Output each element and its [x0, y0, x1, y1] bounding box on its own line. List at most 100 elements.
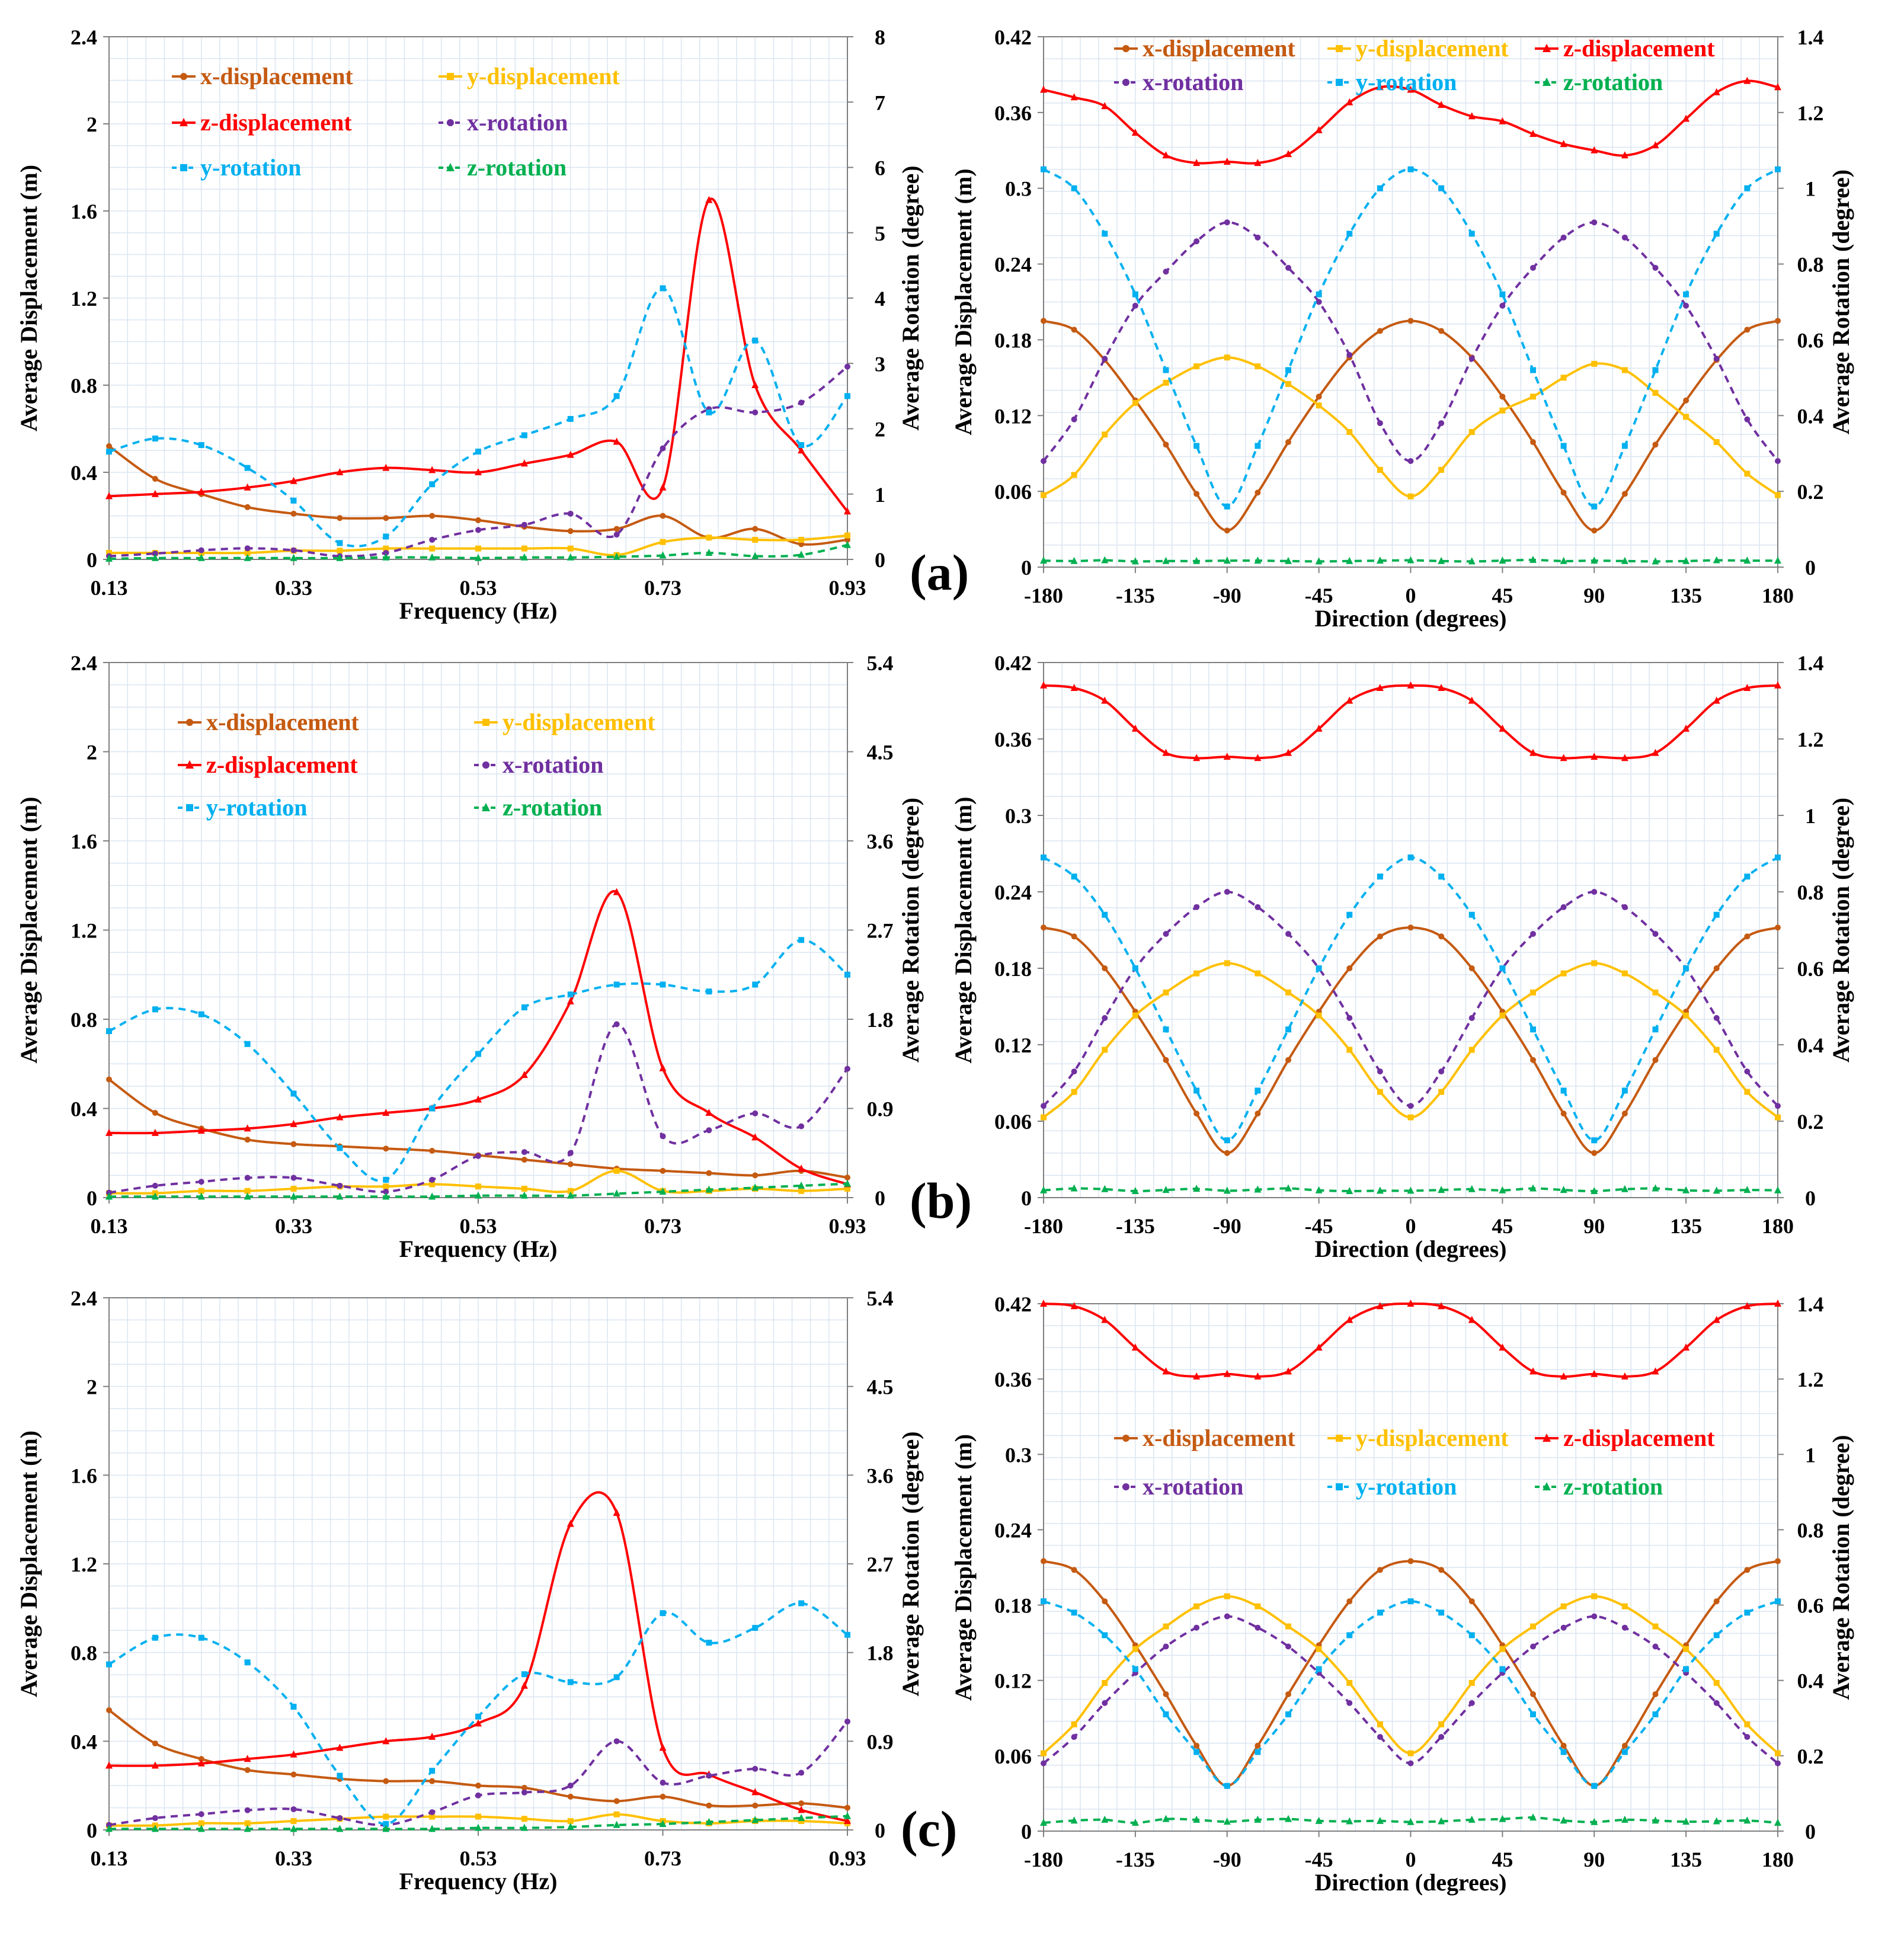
- data-point: [197, 1825, 205, 1832]
- series-x-displacement: [106, 1707, 850, 1811]
- data-point: [1163, 367, 1169, 373]
- data-point: [1285, 381, 1291, 388]
- legend-label: x-rotation: [503, 751, 603, 778]
- data-point: [152, 1110, 158, 1116]
- data-point: [429, 536, 436, 543]
- data-point: [244, 1192, 251, 1200]
- data-point: [1132, 1012, 1138, 1019]
- data-point: [1255, 1624, 1261, 1631]
- data-point: [1438, 420, 1445, 427]
- legend-swatch: [1114, 1483, 1138, 1490]
- data-point: [521, 1149, 527, 1156]
- data-point: [1743, 76, 1751, 84]
- series-line: [109, 1182, 848, 1198]
- data-point: [567, 1783, 574, 1789]
- data-point: [1163, 1643, 1169, 1650]
- data-point: [383, 533, 389, 540]
- data-point: [520, 459, 528, 467]
- data-point: [1223, 1369, 1231, 1377]
- data-point: [198, 1634, 204, 1641]
- data-point: [1560, 970, 1567, 977]
- data-point: [1774, 1819, 1781, 1826]
- data-point: [1377, 420, 1383, 427]
- data-point: [1193, 1111, 1200, 1117]
- data-point: [1744, 185, 1751, 191]
- data-point: [1071, 1721, 1077, 1727]
- x-tick-label: 90: [1583, 1848, 1605, 1871]
- y2-tick-label: 0.2: [1797, 480, 1824, 504]
- legend-swatch: [172, 73, 196, 80]
- data-point: [1162, 151, 1170, 159]
- y-tick-label: 0.06: [994, 480, 1032, 504]
- data-point: [1713, 1679, 1720, 1686]
- data-point: [1560, 234, 1567, 241]
- data-point: [1744, 873, 1751, 880]
- data-point: [660, 1793, 666, 1800]
- data-point: [1132, 965, 1138, 971]
- data-point: [1285, 264, 1291, 271]
- data-point: [1774, 681, 1781, 689]
- data-point: [290, 1119, 297, 1127]
- data-point: [1071, 185, 1077, 191]
- legend-swatch-marker: [1336, 45, 1343, 52]
- data-point: [660, 1610, 666, 1617]
- data-point: [244, 1659, 251, 1666]
- series-z-displacement: [1040, 76, 1781, 167]
- data-point: [152, 1006, 158, 1013]
- data-point: [1775, 924, 1781, 931]
- data-point: [844, 1817, 851, 1825]
- y2-tick-label: 5.4: [867, 1287, 894, 1310]
- data-point: [1193, 1603, 1200, 1609]
- data-point: [336, 1743, 344, 1751]
- data-point: [1530, 1623, 1536, 1630]
- legend-swatch: [439, 73, 462, 80]
- y-tick-label: 2.4: [71, 651, 97, 675]
- data-point: [751, 552, 759, 559]
- data-point: [1621, 367, 1628, 373]
- y2-tick-label: 0: [1805, 1820, 1816, 1844]
- data-point: [1621, 754, 1628, 761]
- data-point: [1102, 1679, 1108, 1686]
- x-tick-label: -45: [1305, 584, 1333, 607]
- data-point: [1254, 556, 1262, 564]
- data-point: [244, 1820, 251, 1826]
- legend-swatch: [439, 119, 462, 126]
- data-point: [152, 1740, 158, 1747]
- y2-tick-label: 1.4: [1797, 1292, 1824, 1316]
- data-point: [337, 1182, 343, 1189]
- data-point: [1101, 1185, 1109, 1192]
- data-point: [1131, 557, 1139, 565]
- y2-tick-label: 4.5: [867, 1375, 894, 1399]
- data-point: [706, 535, 712, 541]
- y-tick-label: 1.6: [71, 830, 97, 853]
- data-point: [520, 553, 528, 561]
- data-point: [1163, 441, 1169, 448]
- data-point: [429, 1181, 436, 1188]
- legend-label: y-rotation: [206, 794, 307, 821]
- data-point: [1499, 1815, 1506, 1822]
- data-point: [1713, 356, 1720, 362]
- data-point: [751, 1816, 759, 1823]
- data-point: [613, 1167, 620, 1174]
- data-point: [1468, 1815, 1476, 1823]
- data-point: [521, 1157, 527, 1163]
- data-point: [383, 1188, 389, 1195]
- data-point: [567, 1679, 574, 1685]
- data-point: [197, 1759, 205, 1767]
- y2-tick-label: 0: [875, 1186, 885, 1210]
- data-point: [1102, 911, 1108, 918]
- y2-tick-label: 0: [875, 1819, 885, 1842]
- data-point: [1070, 684, 1078, 691]
- legend-swatch-marker: [446, 163, 455, 171]
- data-point: [244, 549, 251, 556]
- data-point: [244, 1188, 251, 1194]
- series-line: [108, 197, 849, 513]
- data-point: [1071, 327, 1077, 333]
- data-point: [1621, 1742, 1628, 1749]
- data-point: [1560, 1816, 1567, 1824]
- data-point: [1499, 1666, 1506, 1672]
- data-point: [1346, 1700, 1353, 1706]
- y2-tick-label: 0: [1805, 1186, 1816, 1210]
- data-point: [475, 468, 482, 475]
- data-point: [1285, 989, 1291, 996]
